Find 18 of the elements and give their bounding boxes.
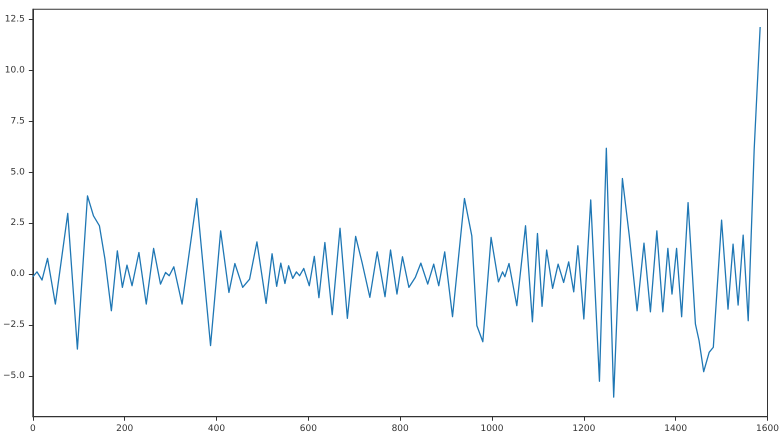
y-tick-label: 7.5 — [10, 116, 25, 126]
y-tick-label: 12.5 — [4, 14, 25, 24]
line-series — [32, 26, 761, 398]
y-tick-label: 2.5 — [10, 218, 25, 228]
x-tick-label: 1200 — [572, 424, 596, 434]
y-tick-label: 10.0 — [4, 65, 26, 76]
y-tick-label: 5.0 — [10, 167, 26, 178]
x-tick-label: 1400 — [664, 424, 688, 434]
x-tick-label: 1000 — [480, 424, 504, 434]
x-tick-label: 1600 — [756, 424, 780, 434]
y-tick-label: −5.0 — [2, 370, 26, 381]
x-tick-label: 400 — [208, 424, 226, 434]
x-tick-label: 200 — [116, 424, 134, 434]
x-tick-label: 0 — [30, 424, 36, 434]
y-tick-label: 0.0 — [10, 269, 26, 280]
x-tick-label: 600 — [300, 424, 318, 434]
y-tick-label: −2.5 — [2, 320, 25, 330]
x-tick-label: 800 — [392, 424, 410, 434]
